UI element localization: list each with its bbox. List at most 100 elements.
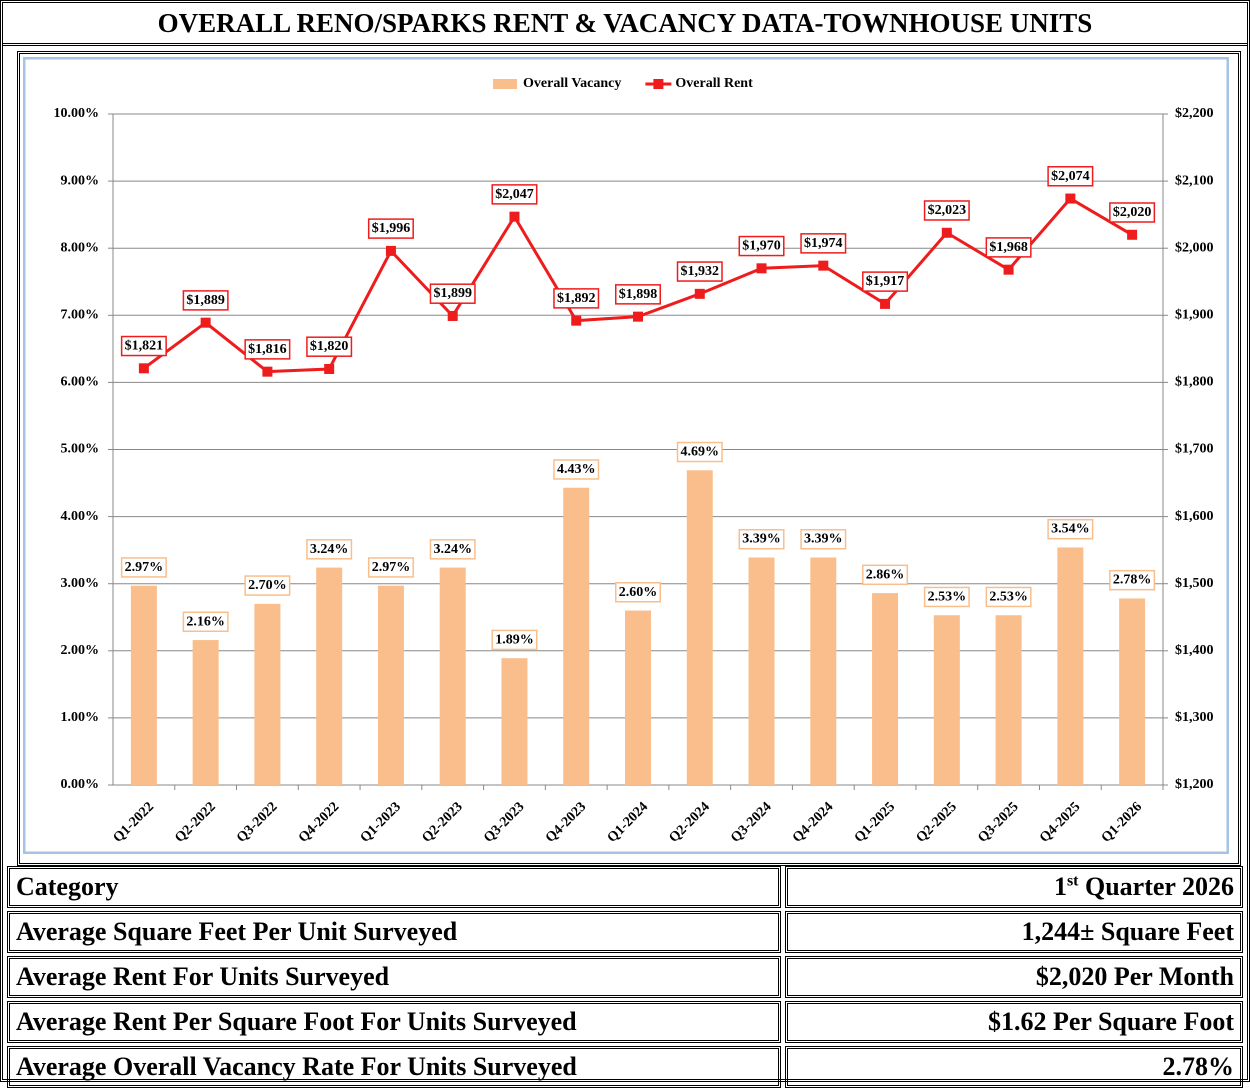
chart-container: 0.00% 1.00% 2.00% 3.00% 4.00% 5.00% 6.00% 7.00%… — [17, 51, 1241, 866]
line-marker — [1065, 193, 1076, 204]
header-cell: Category — [7, 866, 781, 908]
y2-tick-label: $2,100 — [1175, 173, 1214, 188]
data-label: 3.24% — [310, 542, 349, 557]
data-label-group: 2.86% — [862, 564, 909, 586]
data-label-box — [553, 288, 600, 309]
data-label: 2.97% — [372, 560, 411, 575]
data-label: $2,020 — [1113, 205, 1152, 220]
line-marker — [200, 317, 211, 328]
y-tick-label: 6.00% — [61, 375, 100, 390]
legend: Overall Vacancy Overall Rent — [493, 76, 753, 91]
data-label-group: 2.16% — [182, 611, 229, 633]
data-label: 2.60% — [619, 585, 658, 600]
data-label-box — [1047, 166, 1094, 187]
data-label-group: 3.39% — [738, 528, 785, 550]
y2-tick-label: $2,200 — [1175, 106, 1214, 121]
y-tick-label: 0.00% — [61, 777, 100, 792]
data-label-box — [182, 611, 229, 633]
line-marker — [571, 315, 582, 326]
data-label-group: $1,820 — [306, 336, 353, 357]
data-label-group: 2.53% — [985, 586, 1032, 608]
data-label-group: $1,821 — [120, 335, 167, 357]
data-label-group: 2.97% — [367, 557, 414, 578]
data-label: $1,889 — [186, 293, 225, 308]
page-title: OVERALL RENO/SPARKS RENT & VACANCY DATA-… — [3, 3, 1247, 46]
bar — [625, 610, 651, 785]
data-label-group: $1,970 — [738, 235, 785, 257]
data-label-group: $1,889 — [182, 290, 229, 311]
y2-tick-label: $1,300 — [1175, 710, 1214, 725]
bar — [748, 557, 775, 785]
data-label: $1,968 — [989, 240, 1028, 255]
data-label-group: $1,974 — [800, 233, 847, 254]
data-label-box — [429, 539, 476, 560]
data-label: $1,917 — [866, 274, 905, 289]
data-label-box — [676, 261, 723, 282]
data-label-group: 3.24% — [429, 539, 476, 560]
data-label-group: $1,917 — [862, 271, 909, 292]
y-tick-label: 5.00% — [61, 442, 100, 457]
line-marker — [694, 288, 705, 299]
data-label-box — [306, 539, 353, 560]
data-label-group: 3.54% — [1047, 518, 1094, 540]
line-marker — [756, 263, 767, 274]
data-label-group: $2,074 — [1047, 166, 1094, 187]
header-cell: 1st Quarter 2026 — [785, 866, 1243, 908]
data-label-box — [800, 528, 847, 550]
bar — [810, 557, 837, 785]
line-marker — [447, 310, 458, 321]
bar — [872, 593, 899, 785]
bar — [316, 567, 343, 785]
data-label-box — [862, 271, 909, 292]
bar — [686, 470, 713, 785]
data-label: 3.54% — [1051, 522, 1090, 537]
chart: 0.00% 1.00% 2.00% 3.00% 4.00% 5.00% 6.00% 7.00%… — [23, 57, 1229, 854]
data-label-box — [985, 586, 1032, 608]
data-label-group: 2.97% — [120, 557, 167, 578]
data-label: 3.39% — [804, 532, 843, 547]
line-marker — [324, 363, 335, 374]
data-label-group: $1,968 — [985, 237, 1032, 258]
table-row: Average Rent Per Square Foot For Units S… — [7, 1001, 1243, 1043]
data-label: 2.78% — [1113, 573, 1152, 588]
y-tick-label: 4.00% — [61, 509, 100, 524]
y-tick-label: 9.00% — [61, 173, 100, 188]
table-cell: Average Square Feet Per Unit Surveyed — [7, 911, 781, 953]
data-label-group: $1,816 — [244, 339, 291, 360]
data-label-box — [244, 575, 291, 596]
bar — [254, 603, 281, 785]
ordinal-suffix: st — [1066, 872, 1079, 890]
bar — [130, 585, 157, 785]
y-tick-label: 10.00% — [54, 106, 100, 121]
line-marker — [1003, 264, 1014, 275]
data-label: $1,816 — [248, 342, 287, 357]
data-label-group: $2,020 — [1109, 202, 1156, 223]
data-label: 3.39% — [742, 532, 781, 547]
table-cell: Average Rent Per Square Foot For Units S… — [7, 1001, 781, 1043]
y2-tick-label: $2,000 — [1175, 240, 1214, 255]
data-label: 4.69% — [681, 445, 720, 460]
data-label: $1,898 — [619, 287, 658, 302]
legend-swatch — [653, 79, 664, 89]
data-label-group: 3.39% — [800, 528, 847, 550]
data-label-box — [182, 290, 229, 311]
data-label-group: $1,932 — [676, 261, 723, 282]
table-cell: 1,244± Square Feet — [785, 911, 1243, 953]
data-label: 2.86% — [866, 567, 905, 582]
y2-tick-label: $1,600 — [1175, 509, 1214, 524]
data-label-group: $2,047 — [491, 184, 538, 205]
data-label: 3.24% — [433, 542, 472, 557]
table-cell: Average Rent For Units Surveyed — [7, 956, 781, 998]
line-marker — [941, 227, 952, 238]
y-tick-label: 2.00% — [61, 643, 100, 658]
data-label: 4.43% — [557, 462, 596, 477]
data-label: 2.53% — [928, 589, 967, 604]
data-label-box — [306, 336, 353, 357]
line-marker — [880, 298, 891, 309]
bar — [933, 615, 960, 785]
data-label-box — [985, 237, 1032, 258]
table-row: Average Square Feet Per Unit Surveyed 1,2… — [7, 911, 1243, 953]
data-label-box — [800, 233, 847, 254]
bar — [995, 615, 1022, 785]
data-label-box — [491, 184, 538, 205]
